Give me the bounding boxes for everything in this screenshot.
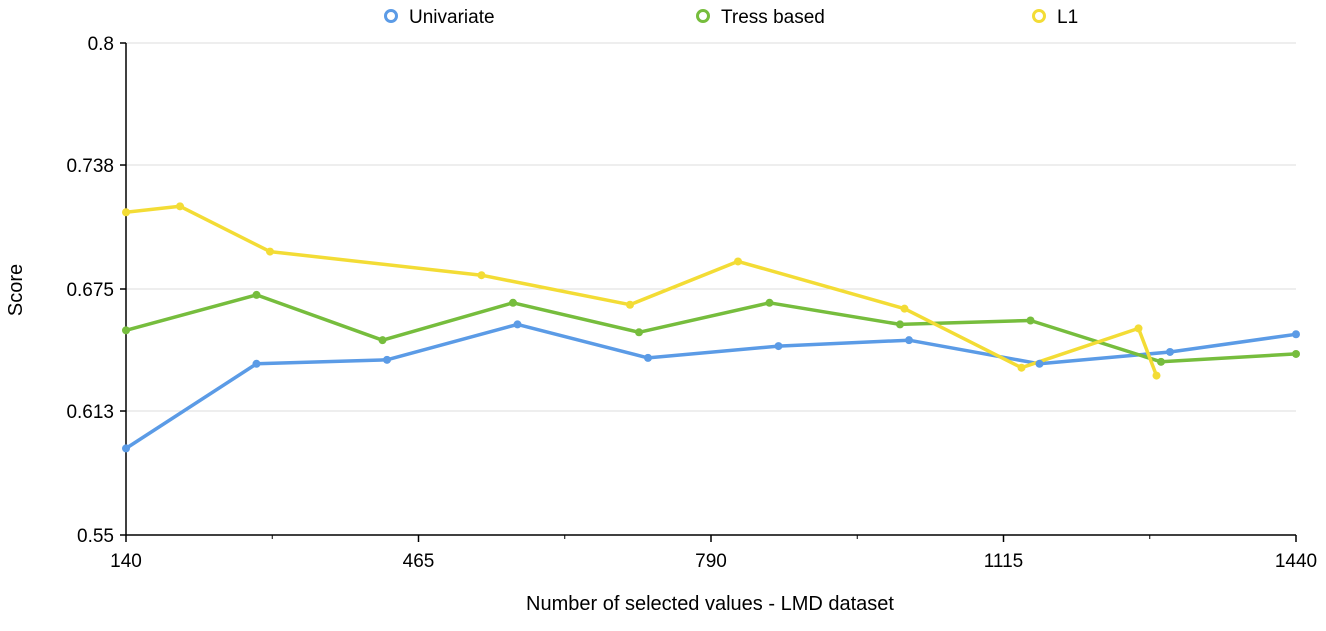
data-point-tress-based bbox=[509, 298, 517, 307]
y-tick-label: 0.55 bbox=[77, 526, 114, 547]
data-point-tress-based bbox=[252, 290, 261, 299]
series-lines bbox=[124, 204, 1298, 451]
data-point-univariate bbox=[122, 444, 130, 453]
data-point-l1 bbox=[1134, 324, 1143, 333]
data-point-tress-based bbox=[1157, 357, 1165, 366]
data-point-l1 bbox=[900, 304, 909, 313]
y-axis-title: Score bbox=[5, 264, 27, 316]
data-point-univariate bbox=[383, 355, 391, 364]
legend-label-univariate: Univariate bbox=[409, 7, 495, 28]
data-point-univariate bbox=[513, 320, 522, 329]
legend-label-l1: L1 bbox=[1057, 7, 1078, 28]
data-point-tress-based bbox=[378, 336, 387, 345]
y-tick-label: 0.675 bbox=[66, 280, 114, 301]
legend-marker-l1 bbox=[1032, 9, 1046, 23]
data-point-l1 bbox=[266, 247, 274, 256]
data-point-l1 bbox=[1152, 371, 1161, 380]
legend-marker-tress-based bbox=[696, 9, 710, 23]
data-point-tress-based bbox=[765, 298, 774, 307]
data-point-l1 bbox=[122, 208, 130, 217]
x-tick-label: 790 bbox=[695, 551, 727, 572]
data-point-univariate bbox=[252, 359, 261, 368]
legend-label-tress-based: Tress based bbox=[721, 7, 825, 28]
data-point-tress-based bbox=[1026, 316, 1035, 325]
data-point-l1 bbox=[1017, 363, 1026, 372]
data-point-univariate bbox=[1292, 330, 1300, 339]
series-line-l1 bbox=[124, 204, 1159, 378]
y-tick-label: 0.738 bbox=[66, 156, 114, 177]
y-tick-label: 0.613 bbox=[66, 402, 114, 423]
data-point-l1 bbox=[734, 257, 742, 266]
gridlines bbox=[126, 42, 1296, 412]
data-point-univariate bbox=[774, 342, 783, 351]
series-line-univariate bbox=[124, 322, 1298, 451]
data-point-tress-based bbox=[896, 320, 904, 329]
data-point-tress-based bbox=[1292, 349, 1300, 358]
series-points bbox=[122, 202, 1300, 453]
x-tick-label: 1115 bbox=[984, 551, 1023, 572]
data-point-univariate bbox=[644, 353, 652, 362]
data-point-tress-based bbox=[635, 328, 643, 337]
x-axis-title: Number of selected values - LMD dataset bbox=[526, 593, 894, 615]
data-point-l1 bbox=[626, 300, 634, 309]
y-tick-label: 0.8 bbox=[88, 34, 114, 55]
x-tick-label: 1440 bbox=[1275, 551, 1317, 572]
data-point-univariate bbox=[905, 336, 913, 345]
data-point-l1 bbox=[477, 271, 486, 280]
x-tick-label: 465 bbox=[403, 551, 435, 572]
data-point-l1 bbox=[176, 202, 184, 211]
legend-marker-univariate bbox=[384, 9, 398, 23]
data-point-univariate bbox=[1166, 347, 1174, 356]
data-point-univariate bbox=[1035, 359, 1044, 368]
legend: Univariate Tress based L1 bbox=[384, 7, 1078, 28]
data-point-tress-based bbox=[122, 326, 130, 335]
axes: 0.55 0.613 0.675 0.738 0.8 140 465 790 1115 1440 bbox=[66, 34, 1317, 572]
x-tick-label: 140 bbox=[110, 551, 142, 572]
